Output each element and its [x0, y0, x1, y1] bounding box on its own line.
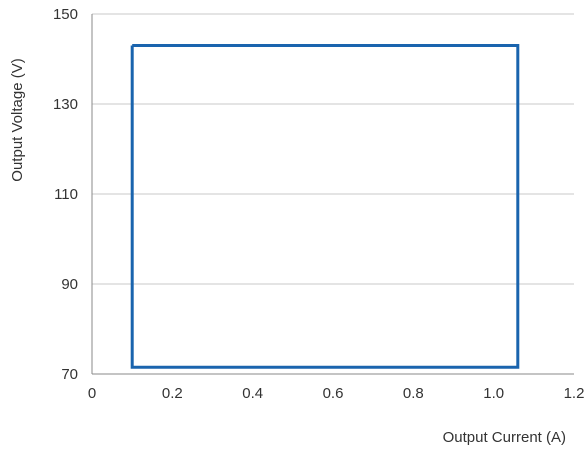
x-tick-label: 0	[88, 385, 96, 402]
series-layer	[130, 44, 520, 369]
tick-labels: 70 90 110 130 150 0 0.2 0.4 0.6 0.8 1.0 1.2	[53, 6, 584, 402]
x-axis-title: Output Current (A)	[443, 429, 566, 446]
y-tick-label: 110	[54, 186, 78, 203]
x-tick-label: 0.2	[162, 385, 183, 402]
grid-lines	[92, 13, 574, 285]
operating-window-line	[130, 44, 520, 369]
axes	[91, 14, 574, 375]
x-tick-label: 0.6	[323, 385, 344, 402]
x-tick-label: 1.0	[483, 385, 504, 402]
y-axis-title: Output Voltage (V)	[9, 58, 26, 181]
x-tick-label: 0.8	[403, 385, 424, 402]
y-tick-label: 150	[53, 6, 78, 23]
y-tick-label: 70	[61, 366, 78, 383]
x-tick-label: 1.2	[564, 385, 585, 402]
y-tick-label: 90	[61, 276, 78, 293]
y-tick-label: 130	[53, 96, 78, 113]
x-tick-label: 0.4	[242, 385, 263, 402]
